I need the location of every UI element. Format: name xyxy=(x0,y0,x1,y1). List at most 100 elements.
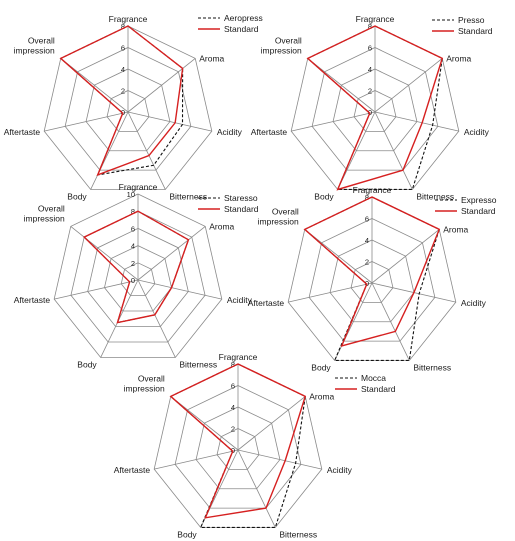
axis-spoke xyxy=(127,111,166,190)
axis-spoke xyxy=(154,449,239,470)
axis-label: Overall impression xyxy=(124,373,165,393)
tick-label: 2 xyxy=(231,425,235,434)
axis-spoke xyxy=(54,279,139,300)
tick-label: 8 xyxy=(368,22,372,31)
axis-label: Aroma xyxy=(309,391,334,401)
tick-label: 2 xyxy=(131,259,135,268)
axis-label: Bitterness xyxy=(179,359,217,369)
axis-label: Acidity xyxy=(464,127,490,137)
axis-label: Aftertaste xyxy=(114,465,151,475)
axis-spoke xyxy=(90,111,129,190)
grid-ring xyxy=(308,218,436,342)
axis-label: Overall impression xyxy=(24,203,65,223)
tick-label: 4 xyxy=(231,403,235,412)
axis-label: Body xyxy=(177,529,197,539)
axis-spoke xyxy=(337,111,376,190)
tick-label: 6 xyxy=(231,382,235,391)
axis-label: Fragrance xyxy=(356,14,395,24)
axis-spoke xyxy=(70,226,139,281)
grid-ring xyxy=(332,68,418,152)
axis-spoke xyxy=(137,226,206,281)
series-line-standard xyxy=(306,25,444,191)
axis-label: Aftertaste xyxy=(4,127,41,137)
axis-spoke xyxy=(237,396,306,451)
tick-label: 4 xyxy=(131,242,135,251)
axis-spoke xyxy=(307,58,376,113)
grid-ring xyxy=(329,239,415,323)
tick-label: 2 xyxy=(121,87,125,96)
legend-label: Expresso xyxy=(461,195,497,205)
grid-ring xyxy=(85,68,171,152)
tick-label: 8 xyxy=(131,207,135,216)
grid-ring xyxy=(120,262,156,296)
axis-label: Acidity xyxy=(327,465,353,475)
axis-label: Fragrance xyxy=(353,185,392,195)
legend-label: Standard xyxy=(461,206,496,216)
axis-label: Fragrance xyxy=(109,14,148,24)
radar-chart-3: 0246810FragranceAromaAcidityBitternessBo… xyxy=(14,182,259,369)
tick-label: 4 xyxy=(368,65,372,74)
axis-spoke xyxy=(334,282,373,361)
legend-label: Aeropress xyxy=(224,13,263,23)
axis-label: Body xyxy=(67,191,87,201)
tick-label: 10 xyxy=(127,190,135,199)
tick-label: 4 xyxy=(365,236,369,245)
axis-label: Overall impression xyxy=(14,35,55,55)
axis-label: Bitterness xyxy=(279,529,317,539)
series-line-standard xyxy=(59,25,184,177)
axis-spoke xyxy=(60,58,129,113)
axis-spoke xyxy=(137,279,176,358)
tick-label: 2 xyxy=(365,258,369,267)
axis-spoke xyxy=(237,449,322,470)
grid-ring xyxy=(311,47,439,171)
axis-label: Aroma xyxy=(446,53,471,63)
legend-label: Standard xyxy=(361,384,396,394)
axis-label: Acidity xyxy=(461,298,487,308)
legend-label: Standard xyxy=(224,204,259,214)
axis-label: Body xyxy=(77,359,97,369)
axis-label: Aroma xyxy=(443,224,468,234)
tick-label: 2 xyxy=(368,87,372,96)
axis-label: Overall impression xyxy=(258,206,299,226)
legend-label: Staresso xyxy=(224,193,258,203)
radar-chart-2: 02468FragranceAromaAcidityBitternessBody… xyxy=(251,14,493,201)
legend-label: Standard xyxy=(224,24,259,34)
tick-label: 4 xyxy=(121,65,125,74)
grid-ring xyxy=(70,210,206,343)
radar-chart-1: 02468FragranceAromaAcidityBitternessBody… xyxy=(4,13,263,201)
axis-spoke xyxy=(374,58,443,113)
radar-chart-4: 02468FragranceAromaAcidityBitternessBody… xyxy=(248,185,497,372)
grid-ring xyxy=(195,406,281,490)
series-line-standard xyxy=(83,210,190,324)
axis-spoke xyxy=(371,229,440,284)
grid-ring xyxy=(43,25,213,190)
grid-ring xyxy=(174,385,302,509)
axis-label: Acidity xyxy=(227,295,253,305)
tick-label: 8 xyxy=(365,193,369,202)
axis-spoke xyxy=(127,111,212,132)
axis-label: Bitterness xyxy=(413,362,451,372)
axis-spoke xyxy=(137,279,222,300)
tick-label: 8 xyxy=(231,360,235,369)
axis-spoke xyxy=(374,111,459,132)
axis-label: Bitterness xyxy=(416,191,454,201)
axis-label: Aftertaste xyxy=(14,295,51,305)
axis-label: Acidity xyxy=(217,127,243,137)
legend-label: Presso xyxy=(458,15,485,25)
axis-spoke xyxy=(288,282,373,303)
axis-label: Body xyxy=(314,191,334,201)
tick-label: 6 xyxy=(131,224,135,233)
tick-label: 0 xyxy=(131,276,135,285)
axis-label: Body xyxy=(311,362,331,372)
grid-ring xyxy=(53,193,223,358)
axis-spoke xyxy=(374,111,413,190)
axis-spoke xyxy=(291,111,376,132)
grid-ring xyxy=(87,227,189,327)
tick-label: 6 xyxy=(121,44,125,53)
axis-spoke xyxy=(237,449,276,528)
axis-label: Fragrance xyxy=(219,352,258,362)
axis-label: Fragrance xyxy=(119,182,158,192)
axis-label: Aroma xyxy=(199,53,224,63)
axis-spoke xyxy=(44,111,129,132)
